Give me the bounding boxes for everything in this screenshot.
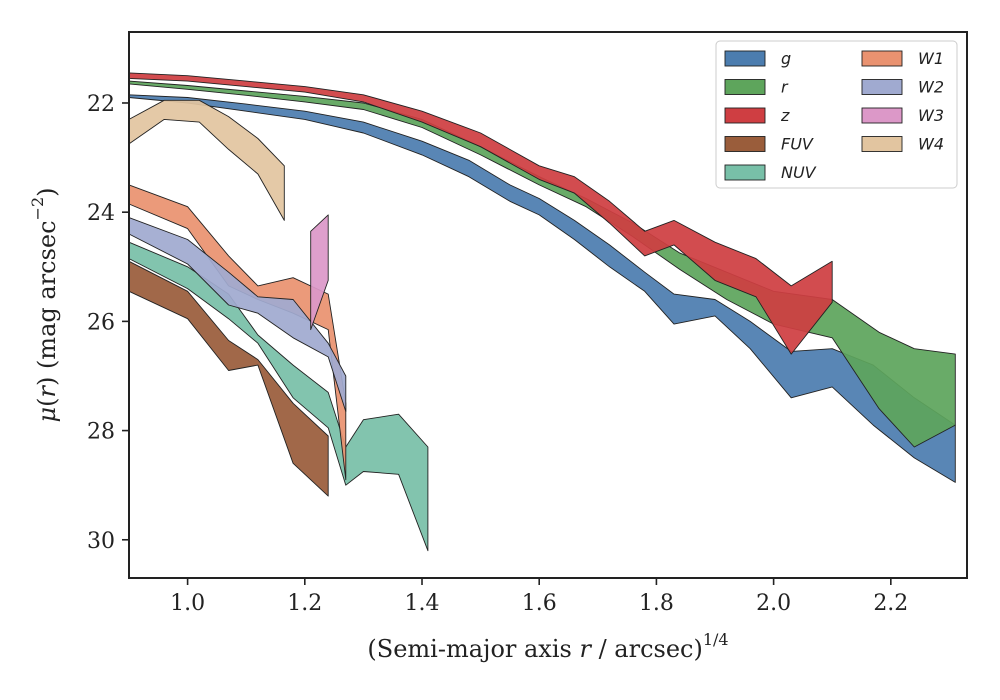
band-w2 [128,217,347,412]
legend-swatch-g [724,50,766,67]
band-fuv [128,260,329,497]
y-tick-label: 22 [87,92,115,117]
legend-swatch-fuv [724,136,766,152]
legend-label-w4: W4 [918,135,944,154]
x-tick-label: 1.0 [170,591,205,616]
legend-label-w3: W3 [918,106,944,125]
x-tick-label: 2.0 [756,591,791,616]
band-g [128,94,956,483]
x-tick-label: 1.4 [405,591,440,616]
band-w4 [128,99,285,221]
legend: grz FUV NUV W1 W2 W3 W4 [715,40,958,189]
ticks-layer: 1.0 1.2 1.4 1.6 1.8 2.0 2.2 22 24 26 28 30 [87,92,908,616]
legend-swatch-w3 [861,107,903,124]
legend-swatch-nuv [724,164,766,181]
legend-swatch-r [724,79,766,95]
plot-frame [128,31,968,579]
band-w3 [310,214,329,331]
y-tick-label: 24 [87,201,115,226]
y-tick-label: 28 [87,420,115,445]
legend-swatch-w1 [861,50,903,67]
x-tick-label: 2.2 [873,591,908,616]
x-tick-label: 1.2 [287,591,322,616]
legend-label-g: g [781,49,791,68]
legend-label-fuv: FUV [781,135,814,154]
series-layer [128,72,956,552]
legend-label-w1: W1 [918,49,944,68]
legend-swatch-w2 [861,79,903,95]
x-tick-label: 1.6 [522,591,557,616]
y-tick-label: 26 [87,310,115,335]
band-z [128,72,833,355]
legend-label-w2: W2 [918,78,944,97]
x-axis-label: (Semi-major axis r / arcsec)1/4 [367,630,728,663]
band-nuv [128,241,429,552]
legend-swatch-w4 [861,136,903,152]
legend-swatch-z [724,107,766,124]
band-w1 [128,184,347,481]
legend-label-r: r [781,78,789,97]
legend-label-nuv: NUV [781,163,817,182]
y-axis-label: μ(r) (mag arcsec−2) [28,187,61,422]
x-tick-label: 1.8 [639,591,674,616]
y-tick-label: 30 [87,529,115,554]
legend-label-z: z [780,106,790,125]
